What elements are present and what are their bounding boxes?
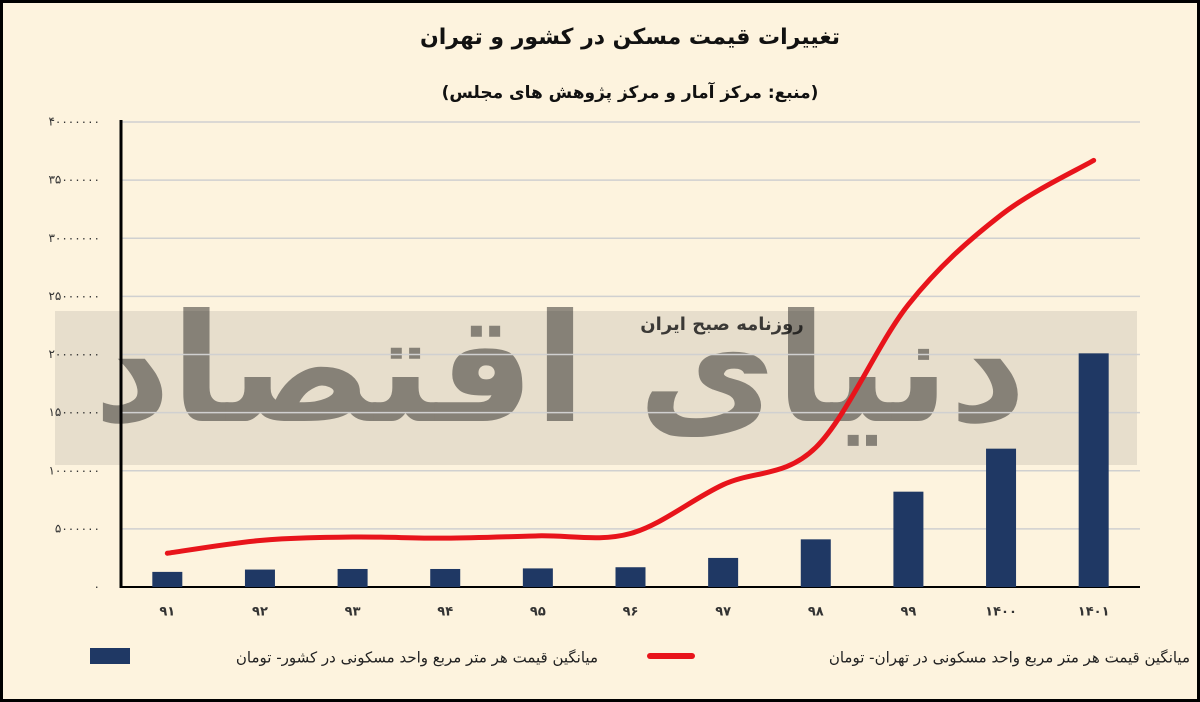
bar xyxy=(337,568,368,587)
bar xyxy=(615,567,646,587)
y-tick-label: ۴۰۰۰۰۰۰۰ xyxy=(48,115,100,129)
watermark: دنیای اقتصاد xyxy=(94,283,1027,457)
bar xyxy=(244,569,275,587)
bar xyxy=(708,557,739,587)
watermark: روزنامه صبح ایران xyxy=(640,314,803,335)
legend-label: میانگین قیمت هر متر مربع واحد مسکونی در … xyxy=(829,649,1190,667)
chart-subtitle: (منبع: مرکز آمار و مرکز پژوهش های مجلس) xyxy=(442,81,819,103)
x-tick-label: ۹۶ xyxy=(623,605,639,620)
x-tick-label: ۹۷ xyxy=(715,605,731,620)
x-tick-label: ۹۴ xyxy=(437,605,453,620)
line xyxy=(164,157,1097,556)
x-tick-label: ۹۹ xyxy=(900,605,916,620)
x-tick-label: ۹۵ xyxy=(530,605,546,620)
bar xyxy=(986,448,1017,587)
bar xyxy=(522,568,553,587)
x-tick-label: ۹۱ xyxy=(159,605,175,620)
y-tick-label: ۲۵۰۰۰۰۰۰ xyxy=(48,289,100,303)
y-tick-label: ۵۰۰۰۰۰۰ xyxy=(55,521,100,535)
bar xyxy=(152,571,183,587)
y-tick-label: ۳۰۰۰۰۰۰۰ xyxy=(48,231,100,245)
x-tick-label: ۹۳ xyxy=(345,605,361,620)
y-tick-label: ۰ xyxy=(94,580,100,594)
bar xyxy=(893,491,924,587)
bar xyxy=(430,568,461,587)
y-tick-label: ۳۵۰۰۰۰۰۰ xyxy=(48,173,100,187)
y-tick-label: ۱۵۰۰۰۰۰۰ xyxy=(48,405,100,419)
bar xyxy=(1078,353,1109,587)
legend-swatch xyxy=(90,648,130,664)
x-tick-label: ۹۸ xyxy=(808,605,824,620)
y-tick-label: ۲۰۰۰۰۰۰۰ xyxy=(48,347,100,361)
x-tick-label: ۱۴۰۱ xyxy=(1078,605,1110,620)
y-tick-label: ۱۰۰۰۰۰۰۰ xyxy=(48,463,100,477)
watermark-band xyxy=(55,311,1137,465)
legend-label: میانگین قیمت هر متر مربع واحد مسکونی در … xyxy=(236,649,598,667)
bar xyxy=(800,539,831,587)
x-tick-label: ۹۲ xyxy=(252,605,268,620)
x-tick-label: ۱۴۰۰ xyxy=(985,605,1017,620)
chart-title: تغییرات قیمت مسکن در کشور و تهران xyxy=(420,25,840,50)
